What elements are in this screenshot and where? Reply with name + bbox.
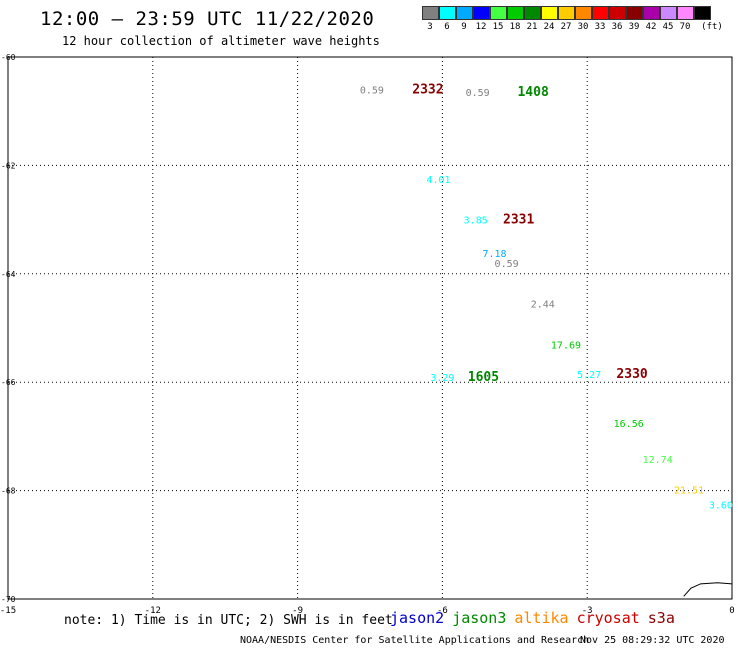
colorbar-swatch (660, 6, 677, 20)
footer-organization: NOAA/NESDIS Center for Satellite Applica… (240, 635, 590, 646)
wave-height-label: 16.56 (614, 419, 644, 430)
wave-height-label: 4.01 (426, 175, 450, 186)
colorbar-label: 70 (679, 22, 691, 32)
observation-time-label: 2332 (412, 83, 443, 98)
wave-height-label: 0.59 (495, 259, 519, 270)
satellite-legend: jason2 jason3 altika cryosat s3a (390, 609, 683, 627)
colorbar-label: 15 (492, 22, 504, 32)
wave-height-label: 12.74 (643, 455, 673, 466)
colorbar-swatch (558, 6, 575, 20)
colorbar-swatch (609, 6, 626, 20)
colorbar-swatch (439, 6, 456, 20)
latitude-tick-label: -60 (1, 53, 16, 62)
map-title: 12:00 — 23:59 UTC 11/22/2020 (40, 8, 375, 30)
legend-item-jason2: jason2 (390, 609, 445, 627)
colorbar-swatch (575, 6, 592, 20)
colorbar-label: 27 (560, 22, 572, 32)
legend-item-jason3: jason3 (452, 609, 507, 627)
legend-item-altika: altika (514, 609, 569, 627)
wave-height-label: 0.59 (360, 86, 384, 97)
longitude-tick-label: 0 (729, 606, 734, 616)
legend-item-s3a: s3a (647, 609, 675, 627)
map-frame (7, 56, 733, 600)
wave-height-label: 7.18 (482, 249, 506, 260)
wave-height-label: 3.85 (464, 216, 488, 227)
colorbar-unit: (ft) (701, 22, 723, 32)
coastline (683, 582, 733, 597)
wave-height-label: 0.59 (466, 88, 490, 99)
colorbar-label: 39 (628, 22, 640, 32)
latitude-tick-label: -66 (1, 378, 16, 387)
wave-height-label: 17.69 (551, 340, 581, 351)
colorbar-swatch (643, 6, 660, 20)
longitude-tick-label: -12 (145, 606, 161, 616)
colorbar-swatch (677, 6, 694, 20)
footer-generated-time: Nov 25 08:29:32 UTC 2020 (580, 635, 725, 646)
colorbar-label: 21 (526, 22, 538, 32)
observation-time-label: 1408 (517, 85, 548, 100)
longitude-tick-label: -3 (582, 606, 593, 616)
legend-item-cryosat: cryosat (576, 609, 640, 627)
colorbar-label: 33 (594, 22, 606, 32)
observation-time-label: 2331 (503, 213, 534, 228)
colorbar-swatch (541, 6, 558, 20)
colorbar-swatch (592, 6, 609, 20)
latitude-tick-label: -64 (1, 270, 16, 279)
wave-height-label: 5.27 (577, 370, 601, 381)
colorbar-swatch (490, 6, 507, 20)
colorbar-swatch (507, 6, 524, 20)
colorbar-label: 45 (662, 22, 674, 32)
colorbar-swatch (626, 6, 643, 20)
observation-time-label: 2330 (616, 367, 647, 382)
longitude-tick-label: -9 (292, 606, 303, 616)
latitude-tick-label: -70 (1, 595, 16, 604)
wave-height-label: 21.51 (674, 486, 704, 497)
wave-height-label: 2.44 (531, 300, 555, 311)
colorbar-label: 24 (543, 22, 555, 32)
colorbar-swatch (473, 6, 490, 20)
colorbar-label: 18 (509, 22, 521, 32)
map-note: note: 1) Time is in UTC; 2) SWH is in fe… (64, 613, 393, 628)
longitude-tick-label: -15 (0, 606, 16, 616)
latitude-tick-label: -68 (1, 487, 16, 496)
longitude-tick-label: -6 (437, 606, 448, 616)
colorbar-label: 42 (645, 22, 657, 32)
wave-height-label: 3.60 (709, 501, 733, 512)
colorbar-label: 12 (475, 22, 487, 32)
colorbar-label: 36 (611, 22, 623, 32)
colorbar-label: 6 (444, 22, 450, 32)
map-subtitle: 12 hour collection of altimeter wave hei… (62, 34, 380, 48)
observation-time-label: 1605 (468, 370, 499, 385)
colorbar-label: 3 (427, 22, 433, 32)
colorbar-swatch (524, 6, 541, 20)
colorbar-label: 30 (577, 22, 589, 32)
colorbar-swatch (422, 6, 439, 20)
colorbar-swatch (694, 6, 711, 20)
colorbar-swatch (456, 6, 473, 20)
wave-height-label: 3.29 (430, 373, 454, 384)
colorbar-label: 9 (461, 22, 467, 32)
latitude-tick-label: -62 (1, 161, 16, 170)
